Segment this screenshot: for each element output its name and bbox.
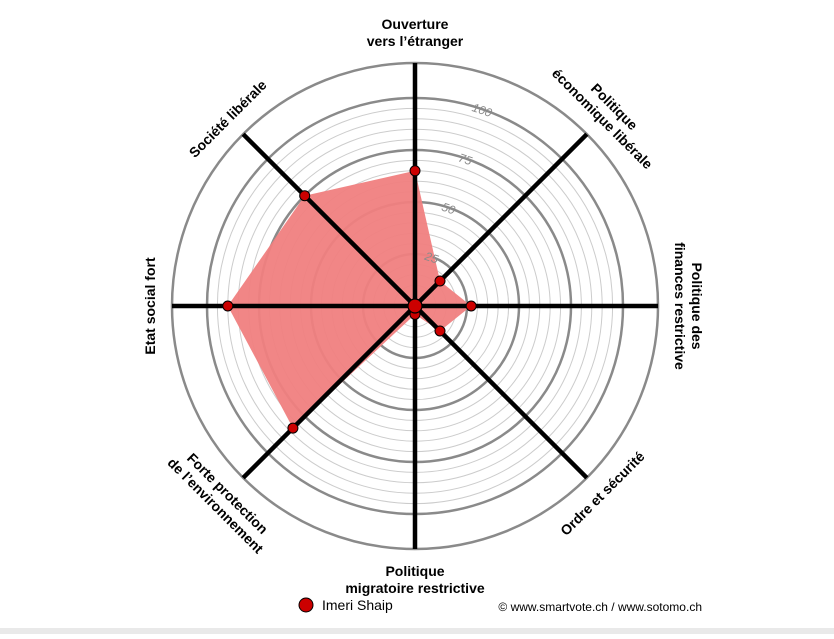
data-point xyxy=(299,190,311,202)
tick-label: 75 xyxy=(457,151,474,169)
data-point xyxy=(287,422,299,434)
data-point xyxy=(434,275,446,287)
axis-label-line: finances restrictive xyxy=(672,242,688,370)
tick-label: 50 xyxy=(440,200,457,218)
center-hub xyxy=(407,298,423,314)
axis-label-line: Ouverture xyxy=(382,16,449,32)
axis-label: Etat social fort xyxy=(142,257,158,355)
tick-labels: 25 50 75 100 xyxy=(422,100,494,266)
tick-label: 100 xyxy=(470,100,494,120)
axis-spoke xyxy=(241,304,417,480)
data-point xyxy=(222,300,234,312)
axis-spokes xyxy=(172,63,658,549)
axis-label-line: Politique xyxy=(385,563,444,579)
legend[interactable]: Imeri Shaip xyxy=(298,597,393,613)
data-area xyxy=(227,170,472,429)
bottom-band xyxy=(0,628,834,634)
legend-marker xyxy=(298,597,314,613)
axis-label-line: migratoire restrictive xyxy=(345,580,484,596)
data-points xyxy=(222,165,477,434)
axis-spoke xyxy=(241,132,417,308)
axis-label-line: Politique des xyxy=(689,262,705,349)
data-point xyxy=(465,300,477,312)
tick-label: 25 xyxy=(422,249,440,267)
axis-label-line: Etat social fort xyxy=(142,257,158,355)
data-point xyxy=(434,325,446,337)
credit-text: © www.smartvote.ch / www.sotomo.ch xyxy=(498,600,702,614)
axis-label-line: vers l’étranger xyxy=(367,33,464,49)
data-point xyxy=(409,165,421,177)
legend-series-name: Imeri Shaip xyxy=(322,597,393,613)
series-area xyxy=(227,170,472,429)
